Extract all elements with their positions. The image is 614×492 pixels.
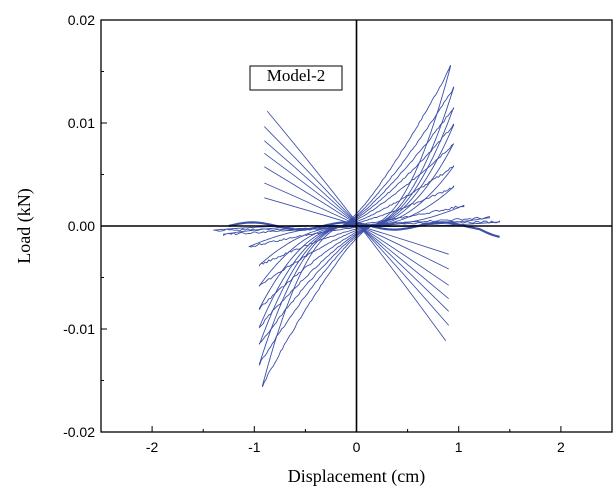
axis-ticks xyxy=(100,19,613,433)
tick-labels: -2 -1 0 1 2 -0.02 -0.01 0.00 0.01 0.02 xyxy=(63,12,565,455)
x-tick-label: -2 xyxy=(146,439,159,455)
x-tick-label: 0 xyxy=(353,439,361,455)
model-annotation: Model-2 xyxy=(249,65,343,91)
annotation-box xyxy=(249,65,343,91)
y-tick-label: 0.02 xyxy=(68,12,95,28)
x-axis-title: Displacement (cm) xyxy=(288,466,425,487)
y-tick-label: 0.01 xyxy=(68,115,95,131)
y-axis-title: Load (kN) xyxy=(14,188,35,263)
y-tick-label: -0.02 xyxy=(63,424,95,440)
zero-lines xyxy=(101,20,612,432)
y-tick-label: -0.01 xyxy=(63,321,95,337)
y-tick-label: 0.00 xyxy=(68,218,95,234)
annotation-label: Model-2 xyxy=(267,66,326,85)
x-tick-label: 2 xyxy=(557,439,565,455)
x-tick-label: 1 xyxy=(455,439,463,455)
x-tick-label: -1 xyxy=(248,439,261,455)
